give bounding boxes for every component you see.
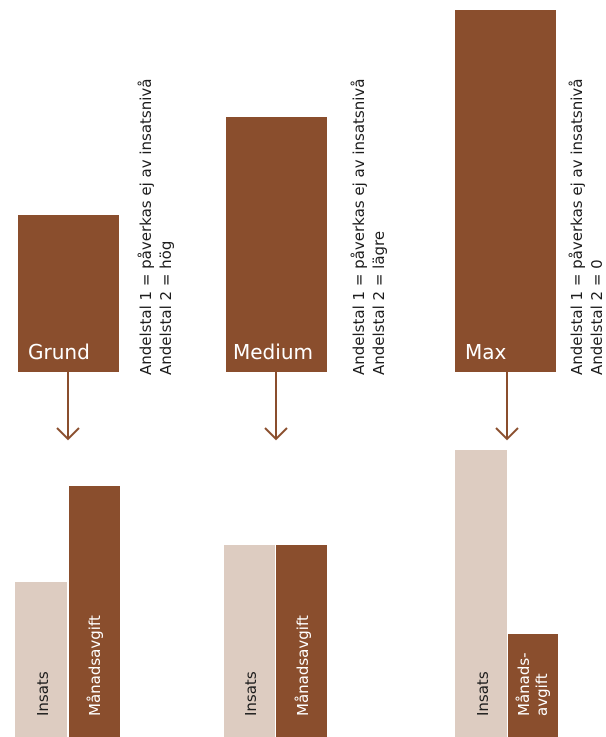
tier-note-grund-line2: Andelstal 2 = hög [157,240,175,375]
tier-box-max: Max [455,10,556,372]
down-arrow-icon [56,372,80,441]
bar-insats-medium [224,545,275,737]
down-arrow-icon [495,372,519,441]
down-arrow-icon [264,372,288,441]
bar-insats-max [455,450,507,737]
tier-note-medium-line2: Andelstal 2 = lägre [370,230,388,375]
tier-label-grund: Grund [28,340,90,364]
bar-manadsavgift-max [508,634,558,737]
bar-label-insats-max: Insats [474,671,492,716]
bar-manadsavgift-grund [69,486,120,737]
bar-label-manadsavgift-medium: Månadsavgift [294,615,312,716]
tier-note-medium-line1: Andelstal 1 = påverkas ej av insatsnivå [350,78,368,375]
bar-label-insats-medium: Insats [242,671,260,716]
bar-manadsavgift-medium [276,545,327,737]
tier-box-medium: Medium [226,117,327,372]
bar-label-insats-grund: Insats [34,671,52,716]
tier-note-grund-line1: Andelstal 1 = påverkas ej av insatsnivå [137,78,155,375]
tier-box-grund: Grund [18,215,119,372]
tier-note-max-line2: Andelstal 2 = 0 [588,259,606,375]
bar-label-manadsavgift-max-line2: avgift [533,673,551,716]
tier-label-medium: Medium [233,340,313,364]
tier-label-max: Max [465,340,507,364]
bar-insats-grund [15,582,67,737]
bar-label-manadsavgift-grund: Månadsavgift [86,615,104,716]
bar-label-manadsavgift-max-line1: Månads- [515,652,533,716]
tier-note-max-line1: Andelstal 1 = påverkas ej av insatsnivå [568,78,586,375]
